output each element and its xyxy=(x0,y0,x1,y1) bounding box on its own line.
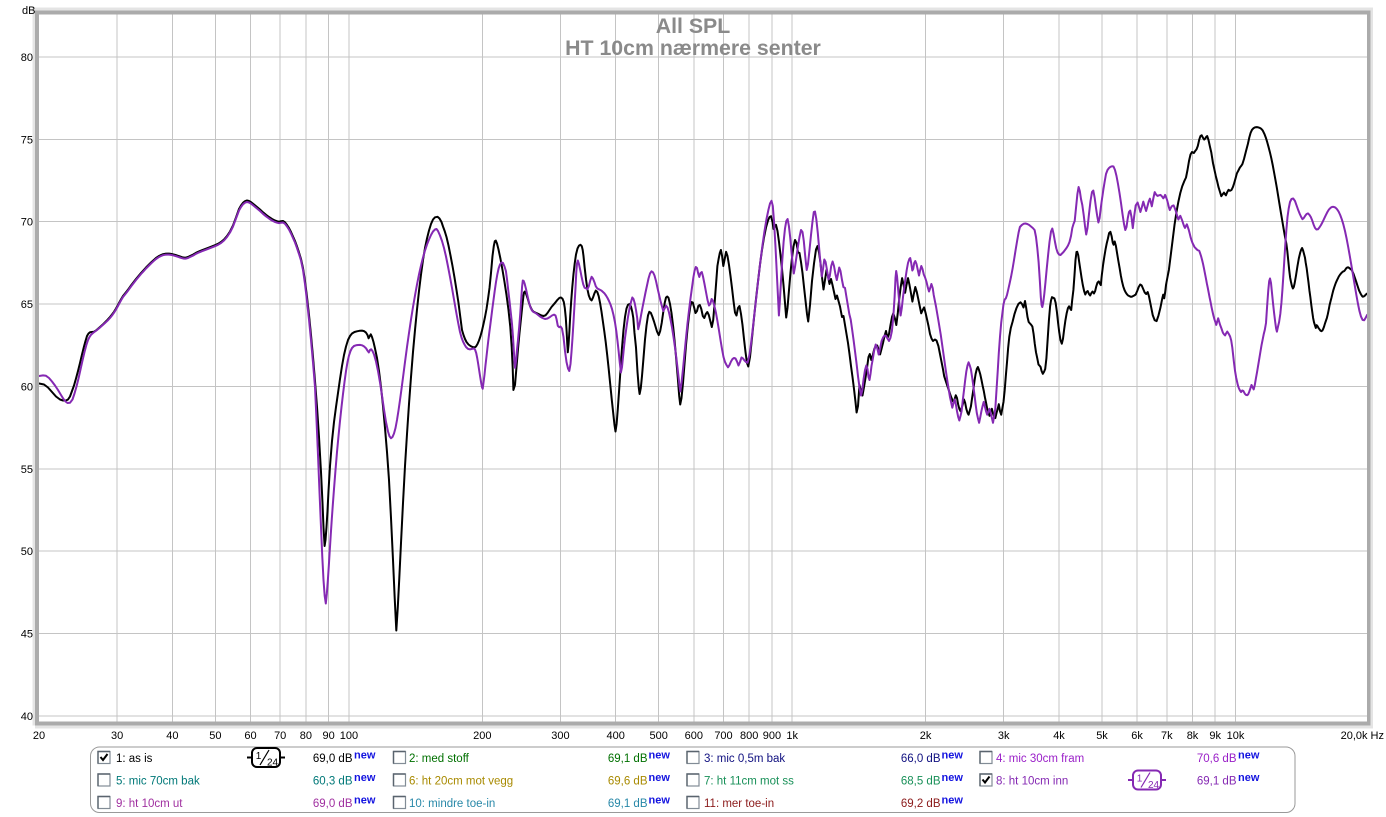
svg-text:60,3 dB: 60,3 dB xyxy=(313,776,353,788)
svg-text:50: 50 xyxy=(21,546,33,558)
svg-text:55: 55 xyxy=(21,464,33,476)
svg-text:new: new xyxy=(1238,750,1260,762)
svg-text:9: ht 10cm ut: 9: ht 10cm ut xyxy=(116,798,183,810)
svg-text:80: 80 xyxy=(21,52,33,64)
svg-text:69,2 dB: 69,2 dB xyxy=(901,798,941,810)
svg-text:1k: 1k xyxy=(786,730,798,742)
svg-text:1: 1 xyxy=(256,751,262,762)
svg-text:80: 80 xyxy=(300,730,312,742)
svg-text:68,5 dB: 68,5 dB xyxy=(901,776,941,788)
svg-text:6: ht 20cm mot vegg: 6: ht 20cm mot vegg xyxy=(409,776,513,788)
svg-text:45: 45 xyxy=(21,628,33,640)
svg-text:new: new xyxy=(649,795,671,807)
svg-text:69,1 dB: 69,1 dB xyxy=(608,753,648,765)
svg-text:300: 300 xyxy=(551,730,569,742)
svg-text:11: mer toe-in: 11: mer toe-in xyxy=(704,798,774,810)
svg-text:new: new xyxy=(354,772,376,784)
svg-text:700: 700 xyxy=(714,730,732,742)
svg-text:8: ht 10cm inn: 8: ht 10cm inn xyxy=(996,776,1068,788)
svg-text:66,0 dB: 66,0 dB xyxy=(901,753,941,765)
svg-text:30: 30 xyxy=(111,730,123,742)
svg-text:3k: 3k xyxy=(998,730,1010,742)
svg-text:69,6 dB: 69,6 dB xyxy=(608,776,648,788)
svg-text:40: 40 xyxy=(21,711,33,723)
svg-text:10: mindre toe-in: 10: mindre toe-in xyxy=(409,798,495,810)
svg-text:HT 10cm nærmere senter: HT 10cm nærmere senter xyxy=(565,36,821,60)
svg-text:new: new xyxy=(942,772,964,784)
svg-text:new: new xyxy=(649,750,671,762)
svg-text:new: new xyxy=(649,772,671,784)
svg-text:9k: 9k xyxy=(1209,730,1221,742)
svg-text:70: 70 xyxy=(274,730,286,742)
svg-text:69,1 dB: 69,1 dB xyxy=(608,798,648,810)
svg-text:69,1 dB: 69,1 dB xyxy=(1197,776,1237,788)
svg-text:600: 600 xyxy=(685,730,703,742)
svg-text:8k: 8k xyxy=(1187,730,1199,742)
svg-text:6k: 6k xyxy=(1131,730,1143,742)
svg-text:new: new xyxy=(354,795,376,807)
svg-text:4: mic 30cm fram: 4: mic 30cm fram xyxy=(996,753,1084,765)
svg-text:2: med stoff: 2: med stoff xyxy=(409,753,470,765)
svg-text:7: ht 11cm mot ss: 7: ht 11cm mot ss xyxy=(704,776,794,788)
svg-text:75: 75 xyxy=(21,134,33,146)
svg-text:10k: 10k xyxy=(1227,730,1245,742)
svg-text:100: 100 xyxy=(340,730,358,742)
svg-text:24: 24 xyxy=(1148,780,1160,791)
svg-text:90: 90 xyxy=(322,730,334,742)
svg-text:40: 40 xyxy=(166,730,178,742)
svg-text:500: 500 xyxy=(650,730,668,742)
svg-text:1: as is: 1: as is xyxy=(116,753,153,765)
svg-text:65: 65 xyxy=(21,299,33,311)
svg-text:20,0k Hz: 20,0k Hz xyxy=(1341,730,1384,742)
svg-text:20: 20 xyxy=(33,730,45,742)
svg-text:60: 60 xyxy=(244,730,256,742)
svg-text:400: 400 xyxy=(607,730,625,742)
svg-text:2k: 2k xyxy=(920,730,932,742)
svg-text:5k: 5k xyxy=(1096,730,1108,742)
svg-text:All SPL: All SPL xyxy=(656,14,731,38)
svg-text:800: 800 xyxy=(740,730,758,742)
svg-text:200: 200 xyxy=(473,730,491,742)
svg-text:7k: 7k xyxy=(1161,730,1173,742)
svg-text:4k: 4k xyxy=(1053,730,1065,742)
svg-text:70,6 dB: 70,6 dB xyxy=(1197,753,1237,765)
svg-text:50: 50 xyxy=(209,730,221,742)
svg-text:69,0 dB: 69,0 dB xyxy=(313,753,353,765)
svg-text:1: 1 xyxy=(1137,774,1143,785)
svg-text:new: new xyxy=(1238,772,1260,784)
svg-text:dB: dB xyxy=(22,5,35,17)
svg-text:70: 70 xyxy=(21,217,33,229)
svg-text:new: new xyxy=(942,795,964,807)
svg-text:5: mic 70cm bak: 5: mic 70cm bak xyxy=(116,776,200,788)
svg-text:new: new xyxy=(942,750,964,762)
svg-text:new: new xyxy=(354,750,376,762)
svg-text:3: mic 0,5m bak: 3: mic 0,5m bak xyxy=(704,753,785,765)
svg-text:69,0 dB: 69,0 dB xyxy=(313,798,353,810)
svg-text:24: 24 xyxy=(267,758,279,769)
svg-text:60: 60 xyxy=(21,381,33,393)
svg-text:900: 900 xyxy=(763,730,781,742)
